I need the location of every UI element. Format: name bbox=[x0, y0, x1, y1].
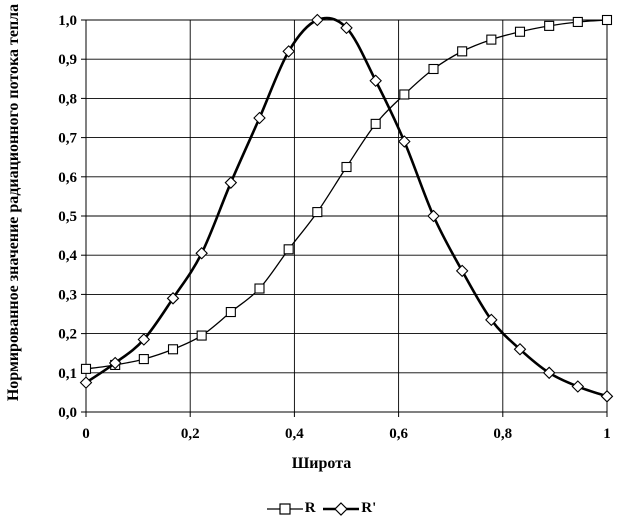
data-point-r bbox=[457, 46, 468, 57]
data-point-r bbox=[167, 344, 179, 355]
y-axis-label-container: Нормированное значение радиационного пот… bbox=[0, 0, 50, 410]
tick-labels: 0,0 0,1 0,2 0,3 0,4 0,5 0,6 0,7 0,8 0,9 1,0 0 0,2 0,4… bbox=[58, 13, 611, 442]
y-tick-label: 0,3 bbox=[58, 287, 77, 303]
x-tick-label: 0,2 bbox=[181, 426, 200, 442]
data-point-r bbox=[138, 354, 149, 365]
x-axis-label: Широта bbox=[291, 455, 352, 472]
data-point-r bbox=[196, 330, 207, 341]
data-point-r bbox=[80, 363, 92, 374]
series-group bbox=[79, 13, 614, 403]
data-point-r bbox=[312, 207, 323, 218]
y-tick-label: 0,5 bbox=[58, 209, 77, 225]
legend: R R' bbox=[0, 500, 643, 521]
data-point-r-prime bbox=[542, 366, 556, 380]
legend-label-r: R bbox=[304, 500, 316, 516]
data-point-r-prime bbox=[398, 135, 411, 148]
y-tick-label: 0,1 bbox=[58, 366, 77, 382]
y-tick-label: 1,0 bbox=[58, 13, 77, 29]
data-point-r-prime bbox=[571, 380, 585, 393]
data-point-r-prime bbox=[311, 13, 324, 27]
x-tick-label: 1 bbox=[603, 426, 611, 442]
legend-item-r: R bbox=[266, 500, 316, 517]
data-point-r bbox=[544, 20, 555, 31]
data-point-r-prime bbox=[224, 176, 238, 189]
y-tick-label: 0,8 bbox=[58, 91, 77, 107]
y-tick-label: 0,6 bbox=[58, 170, 77, 186]
data-point-r-prime bbox=[166, 292, 180, 305]
y-tick-label: 0,4 bbox=[58, 248, 77, 264]
data-point-r-prime bbox=[340, 21, 353, 35]
data-point-r-prime bbox=[600, 390, 614, 403]
data-point-r bbox=[486, 34, 497, 45]
data-point-r bbox=[601, 14, 613, 26]
x-tick-label: 0 bbox=[82, 426, 90, 442]
data-point-r-prime bbox=[108, 356, 122, 370]
data-point-r bbox=[572, 16, 583, 28]
legend-square-marker-icon bbox=[266, 502, 303, 515]
y-axis-label: Нормированное значение радиационного пот… bbox=[5, 3, 22, 402]
data-point-r-prime bbox=[369, 74, 382, 88]
data-point-r-prime bbox=[455, 264, 469, 278]
data-point-r bbox=[225, 306, 236, 318]
data-point-r bbox=[399, 89, 410, 100]
data-point-r-prime bbox=[485, 313, 498, 327]
data-point-r bbox=[341, 161, 352, 173]
x-tick-label: 0,8 bbox=[493, 426, 512, 442]
data-point-r bbox=[254, 283, 265, 294]
data-point-r-prime bbox=[137, 333, 151, 346]
legend-diamond-marker-icon bbox=[323, 501, 360, 516]
x-tick-label: 0,4 bbox=[285, 426, 304, 442]
data-point-r-prime bbox=[253, 111, 266, 125]
legend-item-r-prime: R' bbox=[323, 500, 376, 517]
axes bbox=[81, 19, 608, 417]
y-tick-label: 0,9 bbox=[58, 52, 77, 68]
data-point-r-prime bbox=[282, 45, 295, 58]
legend-label-r-prime: R' bbox=[361, 500, 377, 516]
series-line-r bbox=[85, 19, 608, 370]
data-point-r-prime bbox=[79, 376, 93, 389]
y-tick-label: 0,0 bbox=[58, 405, 77, 421]
data-point-r bbox=[283, 244, 294, 255]
data-point-r bbox=[514, 26, 526, 37]
data-point-r-prime bbox=[195, 246, 208, 260]
data-point-r bbox=[428, 63, 439, 75]
data-point-r-prime bbox=[427, 209, 440, 223]
data-point-r-prime bbox=[513, 343, 527, 356]
series-line-r-prime bbox=[85, 16, 608, 398]
data-point-r bbox=[370, 118, 381, 129]
x-tick-label: 0,6 bbox=[389, 426, 408, 442]
y-tick-label: 0,7 bbox=[58, 131, 77, 147]
y-tick-label: 0,2 bbox=[58, 327, 77, 343]
